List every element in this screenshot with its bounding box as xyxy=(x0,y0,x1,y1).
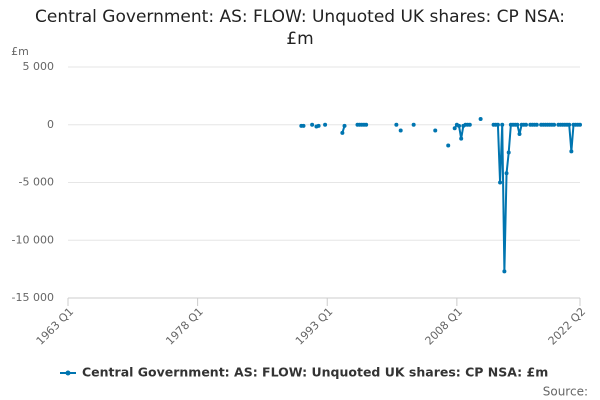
point xyxy=(310,122,315,127)
point xyxy=(342,123,347,128)
point xyxy=(457,123,462,128)
chart-title: Central Government: AS: FLOW: Unquoted U… xyxy=(35,7,565,49)
y-unit: £m xyxy=(11,45,29,58)
x-tick-label: 1978 Q1 xyxy=(163,305,206,348)
point xyxy=(433,128,438,133)
y-tick-label: -5 000 xyxy=(19,176,54,189)
point xyxy=(515,122,520,127)
point xyxy=(495,122,500,127)
point xyxy=(498,180,503,185)
point xyxy=(364,122,369,127)
point xyxy=(569,149,574,154)
y-tick-label: 5 000 xyxy=(23,60,55,73)
y-tick-label: 0 xyxy=(47,118,54,131)
point xyxy=(517,131,522,136)
point xyxy=(467,122,472,127)
legend-label: Central Government: AS: FLOW: Unquoted U… xyxy=(82,365,548,380)
y-tick-label: -15 000 xyxy=(12,291,54,304)
y-tick-label: -10 000 xyxy=(12,233,54,246)
point xyxy=(502,269,507,274)
point xyxy=(567,122,572,127)
point xyxy=(340,130,345,135)
point xyxy=(478,116,483,121)
point xyxy=(446,143,451,148)
point xyxy=(459,136,464,141)
legend-marker xyxy=(65,370,71,376)
legend-item: Central Government: AS: FLOW: Unquoted U… xyxy=(60,365,548,380)
x-tick-label: 1993 Q1 xyxy=(293,305,336,348)
point xyxy=(301,123,306,128)
x-tick-label: 2022 Q2 xyxy=(546,305,589,348)
point xyxy=(534,122,539,127)
source: Source: xyxy=(543,385,588,399)
point xyxy=(504,171,509,176)
point xyxy=(411,122,416,127)
point xyxy=(506,150,511,155)
point xyxy=(394,122,399,127)
point xyxy=(552,122,557,127)
point xyxy=(398,128,403,133)
point xyxy=(523,122,528,127)
x-tick-label: 2008 Q1 xyxy=(423,305,466,348)
point xyxy=(500,122,505,127)
point xyxy=(316,123,321,128)
x-tick-label: 1963 Q1 xyxy=(34,305,77,348)
point xyxy=(323,122,328,127)
point xyxy=(452,126,457,131)
point xyxy=(578,122,582,127)
series-line xyxy=(301,123,580,272)
